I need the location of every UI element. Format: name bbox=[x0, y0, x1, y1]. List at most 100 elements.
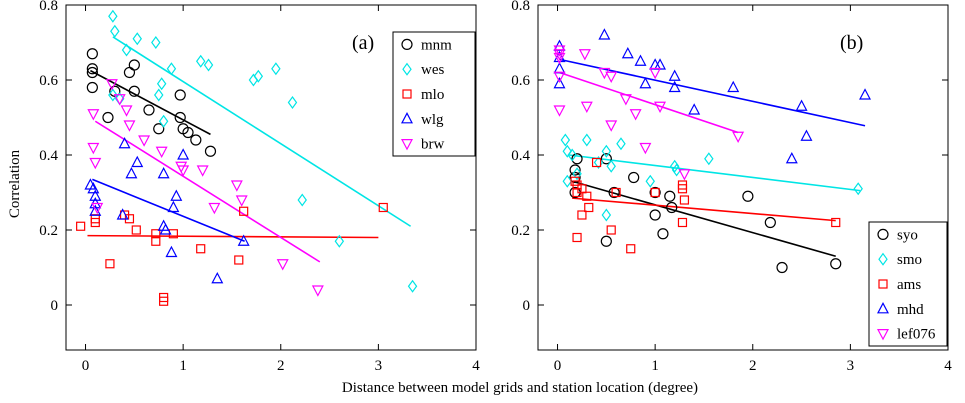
point-mlo bbox=[76, 221, 86, 231]
point-wlg bbox=[167, 200, 180, 213]
x-tick-label: 1 bbox=[179, 358, 187, 374]
panel-b-plot: 0 1 2 3 4 0 0.2 0.4 0.6 0.8 (b) syo smo ams mhd lef076 bbox=[511, 0, 952, 374]
point-wlg bbox=[118, 136, 131, 149]
point-smo bbox=[601, 208, 612, 222]
point-smo bbox=[562, 174, 573, 188]
point-wlg bbox=[177, 148, 190, 160]
fit-line-lef076 bbox=[559, 71, 739, 134]
x-tick-label: 0 bbox=[82, 358, 90, 374]
point-brw bbox=[155, 146, 168, 159]
fit-line-mhd bbox=[559, 58, 866, 127]
point-lef076 bbox=[578, 49, 591, 61]
point-wes bbox=[195, 54, 206, 68]
point-brw bbox=[87, 109, 100, 121]
point-lef076 bbox=[605, 120, 618, 132]
fit-line-mnm bbox=[90, 69, 211, 136]
legend-box bbox=[868, 221, 948, 347]
point-ams bbox=[677, 217, 688, 228]
point-brw bbox=[177, 165, 190, 177]
fit-line-ams bbox=[572, 197, 836, 222]
y-tick-label: 0.8 bbox=[39, 0, 58, 14]
point-brw bbox=[276, 259, 289, 271]
legend-label-mhd: mhd bbox=[897, 302, 924, 318]
y-tick-label: 0.4 bbox=[511, 148, 530, 164]
point-wes bbox=[297, 193, 307, 207]
point-brw bbox=[311, 285, 324, 297]
point-syo bbox=[666, 201, 678, 214]
point-mnm bbox=[182, 126, 194, 139]
point-lef076 bbox=[553, 45, 566, 57]
point-mhd bbox=[634, 54, 647, 66]
point-brw bbox=[105, 79, 118, 91]
y-tick-label: 0 bbox=[523, 298, 531, 314]
point-mnm bbox=[123, 66, 136, 79]
point-ams bbox=[591, 157, 602, 168]
x-axis-title: Distance between model grids and station… bbox=[342, 380, 698, 396]
point-mlo bbox=[239, 206, 249, 216]
point-mhd bbox=[621, 46, 634, 59]
panel-a-plot: 0 1 2 3 4 0 0.2 0.4 0.6 0.8 (a) mnm wes mlo wlg brw bbox=[39, 0, 480, 374]
panel-label: (a) bbox=[352, 32, 374, 54]
y-tick-label: 0.4 bbox=[39, 148, 58, 164]
legend-marker-mhd bbox=[877, 302, 889, 314]
point-lef076 bbox=[654, 101, 667, 114]
y-tick-label: 0.2 bbox=[511, 223, 530, 239]
point-syo bbox=[649, 186, 661, 199]
point-syo bbox=[600, 153, 612, 165]
point-wes bbox=[253, 69, 264, 83]
point-mnm bbox=[174, 89, 186, 101]
point-smo bbox=[562, 144, 573, 158]
point-wes bbox=[110, 24, 120, 38]
point-wes bbox=[108, 9, 118, 23]
point-brw bbox=[120, 105, 133, 117]
point-lef076 bbox=[732, 131, 745, 144]
legend-marker-wes bbox=[402, 62, 412, 76]
point-lef076 bbox=[580, 101, 593, 114]
point-ams bbox=[577, 210, 587, 220]
legend-label-smo: smo bbox=[897, 252, 922, 268]
point-mnm bbox=[153, 123, 165, 135]
point-mhd bbox=[668, 69, 681, 81]
x-tick-label: 0 bbox=[554, 358, 562, 374]
point-mhd bbox=[553, 61, 566, 74]
panel-label: (b) bbox=[840, 32, 863, 54]
point-lef076 bbox=[639, 142, 652, 155]
point-mnm bbox=[128, 85, 140, 97]
point-mlo bbox=[234, 255, 244, 265]
x-tick-label: 3 bbox=[847, 358, 855, 374]
point-wes bbox=[248, 73, 259, 87]
point-lef076 bbox=[553, 105, 566, 117]
point-lef076 bbox=[619, 94, 632, 106]
point-mlo bbox=[105, 259, 115, 269]
point-mnm bbox=[86, 48, 98, 60]
point-smo bbox=[853, 182, 863, 196]
point-brw bbox=[87, 142, 100, 155]
point-mlo bbox=[131, 225, 141, 235]
point-ams bbox=[577, 184, 587, 194]
x-tick-label: 4 bbox=[944, 358, 952, 374]
point-wes bbox=[151, 35, 161, 50]
point-mnm bbox=[86, 66, 98, 79]
point-smo bbox=[601, 144, 612, 158]
point-mlo bbox=[378, 202, 388, 213]
fit-line-syo bbox=[571, 180, 836, 258]
point-syo bbox=[649, 209, 661, 221]
point-wes bbox=[407, 279, 418, 293]
point-wlg bbox=[89, 189, 102, 201]
point-wes bbox=[108, 88, 118, 102]
x-tick-label: 2 bbox=[277, 358, 285, 374]
point-mhd bbox=[668, 80, 681, 93]
point-ams bbox=[582, 191, 592, 201]
point-lef076 bbox=[605, 71, 618, 84]
point-brw bbox=[89, 157, 102, 170]
legend-marker-brw bbox=[401, 139, 413, 151]
point-ams bbox=[677, 184, 688, 194]
point-mhd bbox=[795, 99, 808, 111]
point-mhd bbox=[785, 151, 798, 164]
point-wlg bbox=[237, 234, 250, 246]
point-brw bbox=[175, 161, 188, 174]
point-mnm bbox=[143, 104, 155, 116]
point-mlo bbox=[196, 244, 206, 254]
point-ams bbox=[611, 187, 621, 198]
point-lef076 bbox=[553, 52, 566, 65]
